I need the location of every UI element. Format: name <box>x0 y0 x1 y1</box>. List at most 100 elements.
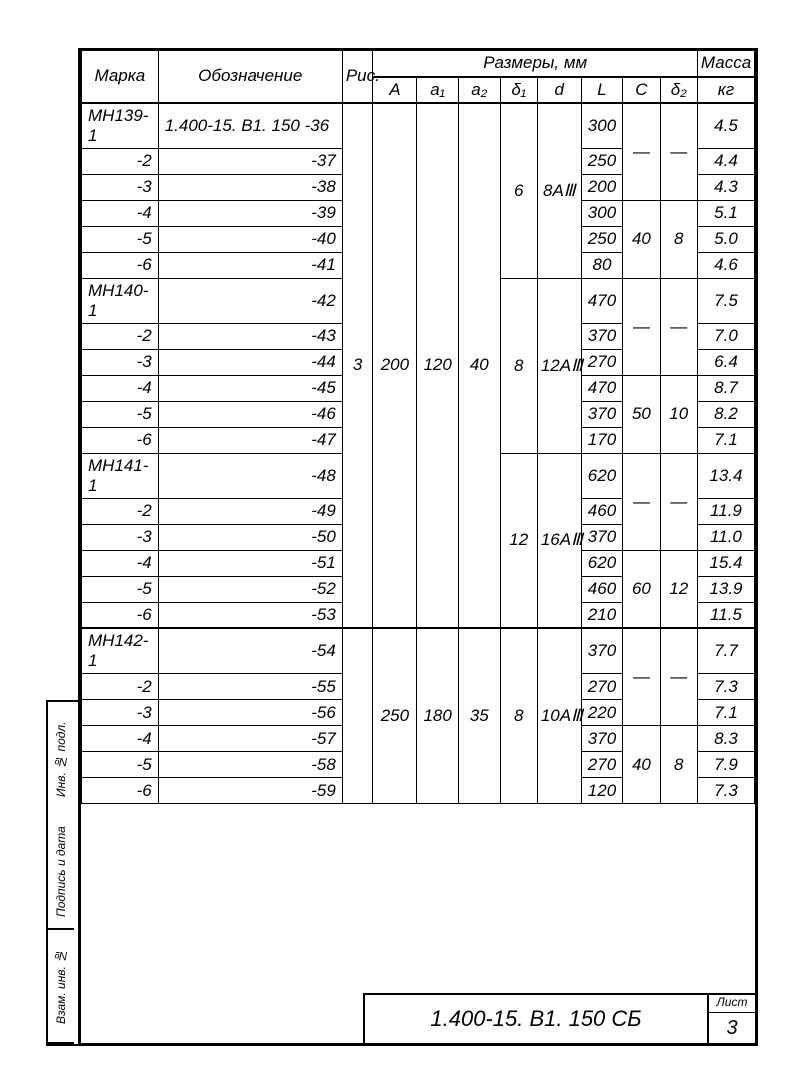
cell-L: 460 <box>581 498 623 524</box>
cell-L: 370 <box>581 524 623 550</box>
cell-oboz: -55 <box>158 674 342 700</box>
cell-mass: 4.4 <box>697 148 754 174</box>
table-header: Марка Обозначение Рис. Размеры, мм Масса… <box>82 51 755 103</box>
col-a1: a₁ <box>417 77 459 103</box>
cell-marka: -3 <box>82 349 159 375</box>
cell-mass: 8.3 <box>697 726 754 752</box>
cell-d: 8AⅢ <box>537 103 581 279</box>
cell-d1: 8 <box>500 278 537 453</box>
cell-d1: 6 <box>500 103 537 279</box>
cell-marka: МН141-1 <box>82 453 159 498</box>
cell-mass: 7.5 <box>697 278 754 323</box>
cell-L: 370 <box>581 323 623 349</box>
cell-L: 370 <box>581 628 623 674</box>
cell-L: 620 <box>581 453 623 498</box>
cell-oboz: -52 <box>158 576 342 602</box>
cell-a2: 35 <box>458 628 500 804</box>
cell-L: 170 <box>581 427 623 453</box>
cell-oboz: -48 <box>158 453 342 498</box>
cell-oboz: -53 <box>158 602 342 628</box>
cell-marka: -4 <box>82 375 159 401</box>
cell-L: 300 <box>581 103 623 149</box>
col-razmery: Размеры, мм <box>373 51 697 77</box>
cell-C: — <box>623 628 660 726</box>
cell-oboz: -45 <box>158 375 342 401</box>
cell-d2: — <box>660 103 697 201</box>
col-C: C <box>623 77 660 103</box>
cell-marka: -2 <box>82 498 159 524</box>
cell-marka: -2 <box>82 674 159 700</box>
cell-oboz: -44 <box>158 349 342 375</box>
cell-mass: 15.4 <box>697 550 754 576</box>
cell-d2: — <box>660 628 697 726</box>
cell-mass: 7.1 <box>697 700 754 726</box>
cell-marka: -5 <box>82 752 159 778</box>
drawing-frame: Марка Обозначение Рис. Размеры, мм Масса… <box>78 48 758 1046</box>
cell-L: 470 <box>581 278 623 323</box>
cell-marka: -3 <box>82 700 159 726</box>
cell-mass: 7.1 <box>697 427 754 453</box>
cell-d: 16AⅢ <box>537 453 581 628</box>
cell-mass: 6.4 <box>697 349 754 375</box>
cell-oboz: -49 <box>158 498 342 524</box>
col-massa2: кг <box>697 77 754 103</box>
cell-oboz: -41 <box>158 252 342 278</box>
cell-oboz: -37 <box>158 148 342 174</box>
cell-marka: -3 <box>82 524 159 550</box>
cell-mass: 4.6 <box>697 252 754 278</box>
cell-oboz: -40 <box>158 226 342 252</box>
col-L: L <box>581 77 623 103</box>
cell-mass: 7.7 <box>697 628 754 674</box>
cell-C: — <box>623 278 660 375</box>
side-revision-tabs: Инв. № подл. Подпись и дата Взам. инв. № <box>46 700 78 1046</box>
cell-d2: — <box>660 453 697 550</box>
cell-L: 210 <box>581 602 623 628</box>
cell-oboz: -58 <box>158 752 342 778</box>
side-tab: Взам. инв. № <box>48 930 74 1044</box>
cell-L: 270 <box>581 752 623 778</box>
cell-C: 60 <box>623 550 660 628</box>
cell-mass: 4.3 <box>697 174 754 200</box>
cell-L: 270 <box>581 349 623 375</box>
cell-L: 300 <box>581 200 623 226</box>
cell-mass: 7.3 <box>697 778 754 804</box>
cell-mass: 11.5 <box>697 602 754 628</box>
cell-oboz: -59 <box>158 778 342 804</box>
title-block: 1.400-15. В1. 150 СБ Лист 3 <box>363 993 755 1043</box>
cell-mass: 13.9 <box>697 576 754 602</box>
cell-a1: 120 <box>417 103 459 629</box>
cell-marka: -4 <box>82 726 159 752</box>
cell-oboz: -46 <box>158 401 342 427</box>
cell-d: 12AⅢ <box>537 278 581 453</box>
cell-d2: 8 <box>660 200 697 278</box>
cell-L: 470 <box>581 375 623 401</box>
cell-marka: -3 <box>82 174 159 200</box>
side-tab: Инв. № подл. <box>48 702 74 816</box>
cell-oboz: -42 <box>158 278 342 323</box>
col-d: d <box>537 77 581 103</box>
cell-L: 200 <box>581 174 623 200</box>
cell-d1: 12 <box>500 453 537 628</box>
cell-L: 80 <box>581 252 623 278</box>
cell-ris <box>342 628 373 804</box>
cell-marka: -2 <box>82 323 159 349</box>
sheet-number-block: Лист 3 <box>709 995 755 1043</box>
table-row: МН139-11.400-15. В1. 150 -3632001204068A… <box>82 103 755 149</box>
cell-C: 40 <box>623 200 660 278</box>
cell-marka: МН142-1 <box>82 628 159 674</box>
cell-marka: -4 <box>82 200 159 226</box>
table-row: МН142-1-5425018035810AⅢ370——7.7 <box>82 628 755 674</box>
drawing-code: 1.400-15. В1. 150 СБ <box>365 995 709 1043</box>
cell-oboz: -39 <box>158 200 342 226</box>
cell-C: — <box>623 453 660 550</box>
cell-A: 200 <box>373 103 417 629</box>
cell-mass: 7.9 <box>697 752 754 778</box>
cell-a1: 180 <box>417 628 459 804</box>
cell-mass: 8.2 <box>697 401 754 427</box>
cell-marka: -6 <box>82 252 159 278</box>
sheet-label: Лист <box>709 995 755 1013</box>
cell-mass: 13.4 <box>697 453 754 498</box>
cell-A: 250 <box>373 628 417 804</box>
cell-oboz: -43 <box>158 323 342 349</box>
cell-marka: -4 <box>82 550 159 576</box>
